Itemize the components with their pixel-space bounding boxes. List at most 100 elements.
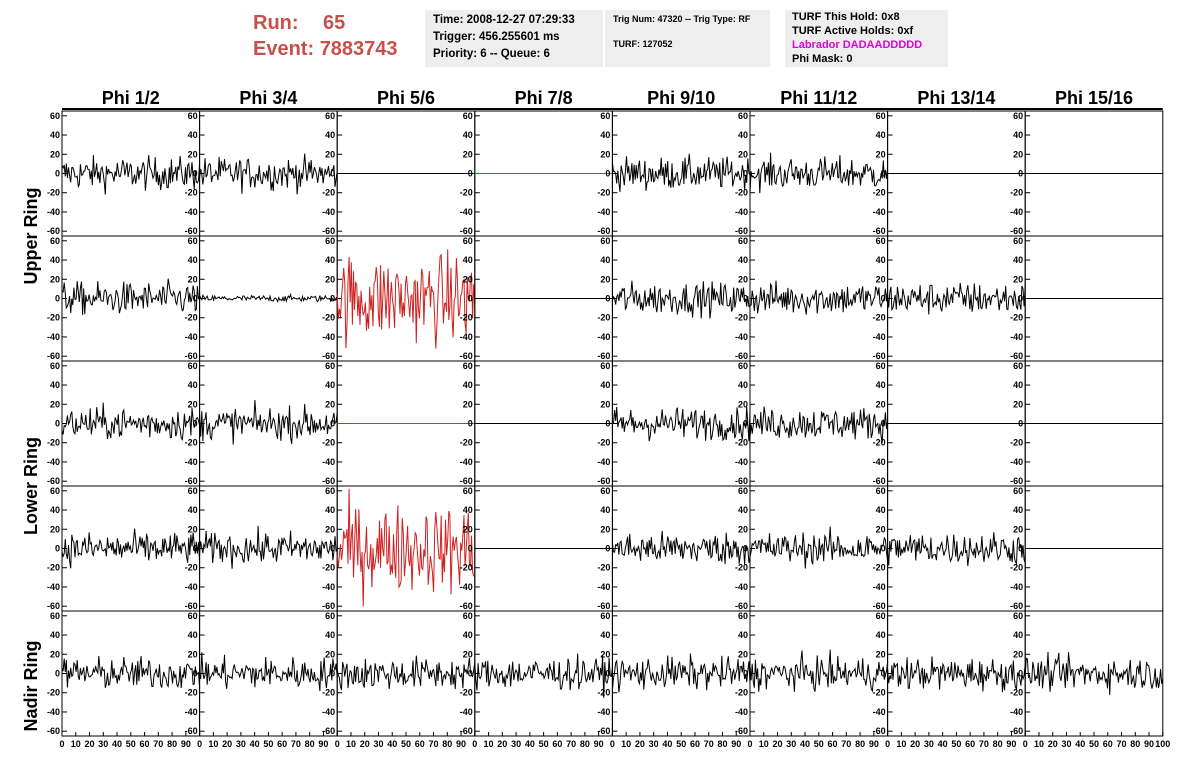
y-tick-label: -20	[322, 438, 335, 448]
x-tick-label: 20	[497, 739, 507, 749]
y-tick-label: 0	[330, 169, 335, 179]
y-tick-label: -20	[1010, 313, 1023, 323]
waveform-trace	[336, 655, 476, 691]
x-tick-label: 30	[373, 739, 383, 749]
waveform-trace	[199, 652, 338, 692]
run-row: Run: 65	[253, 10, 398, 36]
x-tick-label: 20	[773, 739, 783, 749]
y-tick-label: -40	[47, 707, 60, 717]
y-tick-label: 40	[463, 130, 473, 140]
y-tick-label: -40	[873, 332, 886, 342]
y-tick-label: 20	[876, 524, 886, 534]
y-tick-label: -20	[185, 688, 198, 698]
y-tick-label: 20	[463, 274, 473, 284]
waveform-trace	[336, 249, 476, 349]
y-tick-label: -40	[185, 332, 198, 342]
waveform-trace	[887, 656, 1026, 693]
y-tick-label: -60	[597, 601, 610, 611]
y-tick-label: 60	[1013, 611, 1023, 621]
y-tick-label: 40	[1013, 380, 1023, 390]
x-tick-label: 90	[1144, 739, 1154, 749]
y-tick-label: 60	[50, 236, 60, 246]
x-tick-label: 80	[305, 739, 315, 749]
x-tick-label: 40	[112, 739, 122, 749]
y-tick-label: 40	[600, 630, 610, 640]
y-tick-label: 20	[325, 524, 335, 534]
ring-label: Upper Ring	[21, 188, 41, 285]
waveform-trace	[61, 528, 201, 569]
y-tick-label: 0	[193, 169, 198, 179]
waveform-trace	[611, 653, 751, 693]
x-tick-label: 10	[208, 739, 218, 749]
y-tick-label: 40	[188, 505, 198, 515]
y-tick-label: 0	[881, 544, 886, 554]
y-tick-label: 20	[1013, 149, 1023, 159]
y-tick-label: -60	[873, 726, 886, 736]
x-tick-label: 80	[442, 739, 452, 749]
y-tick-label: -40	[460, 582, 473, 592]
x-tick-label: 50	[263, 739, 273, 749]
x-tick-label: 50	[676, 739, 686, 749]
y-tick-label: 0	[743, 669, 748, 679]
x-tick-label: 10	[346, 739, 356, 749]
y-tick-label: -40	[1010, 207, 1023, 217]
y-tick-label: 60	[600, 236, 610, 246]
y-tick-label: -60	[873, 351, 886, 361]
x-tick-label: 10	[1034, 739, 1044, 749]
y-tick-label: 20	[325, 399, 335, 409]
y-tick-label: -40	[185, 207, 198, 217]
y-tick-label: 40	[738, 505, 748, 515]
y-tick-label: 40	[50, 255, 60, 265]
y-tick-label: -40	[735, 707, 748, 717]
y-tick-label: -20	[873, 313, 886, 323]
y-tick-label: 20	[188, 149, 198, 159]
y-tick-label: -60	[460, 726, 473, 736]
x-tick-label: 40	[250, 739, 260, 749]
x-tick-label: 50	[401, 739, 411, 749]
waveform-trace	[612, 406, 751, 442]
x-tick-label: 40	[662, 739, 672, 749]
y-tick-label: 20	[876, 149, 886, 159]
y-tick-label: -40	[597, 707, 610, 717]
y-tick-label: -40	[460, 707, 473, 717]
y-tick-label: 0	[605, 294, 610, 304]
x-tick-label: 70	[1117, 739, 1127, 749]
y-tick-label: -60	[735, 601, 748, 611]
y-tick-label: 0	[468, 419, 473, 429]
y-tick-label: 0	[193, 419, 198, 429]
y-tick-label: -40	[1010, 707, 1023, 717]
y-tick-label: 40	[463, 505, 473, 515]
waveform-trace	[61, 155, 201, 195]
y-tick-label: 40	[50, 380, 60, 390]
x-tick-label: 20	[222, 739, 232, 749]
waveform-trace	[749, 152, 889, 194]
y-tick-label: -20	[460, 563, 473, 573]
y-tick-label: -40	[460, 207, 473, 217]
x-tick-label: 20	[1048, 739, 1058, 749]
ring-label: Lower Ring	[21, 437, 41, 535]
y-tick-label: -60	[47, 726, 60, 736]
y-tick-label: -20	[47, 438, 60, 448]
y-tick-label: -20	[1010, 438, 1023, 448]
y-tick-label: -40	[185, 582, 198, 592]
waveform-trace	[749, 280, 889, 315]
x-tick-label: 50	[126, 739, 136, 749]
y-tick-label: -40	[735, 582, 748, 592]
y-tick-label: 40	[188, 130, 198, 140]
y-tick-label: 0	[743, 169, 748, 179]
waveform-trace	[61, 278, 201, 315]
x-tick-label: 0	[472, 739, 477, 749]
y-tick-label: -40	[322, 707, 335, 717]
y-tick-label: -20	[597, 313, 610, 323]
x-tick-label: 10	[71, 739, 81, 749]
y-tick-label: -20	[735, 438, 748, 448]
y-tick-label: 0	[330, 419, 335, 429]
panel-frame	[749, 110, 889, 237]
y-tick-label: -20	[1010, 563, 1023, 573]
y-tick-label: -20	[735, 188, 748, 198]
y-tick-label: 60	[738, 236, 748, 246]
waveform-trace	[611, 280, 751, 319]
x-tick-label: 20	[910, 739, 920, 749]
y-tick-label: -20	[735, 313, 748, 323]
